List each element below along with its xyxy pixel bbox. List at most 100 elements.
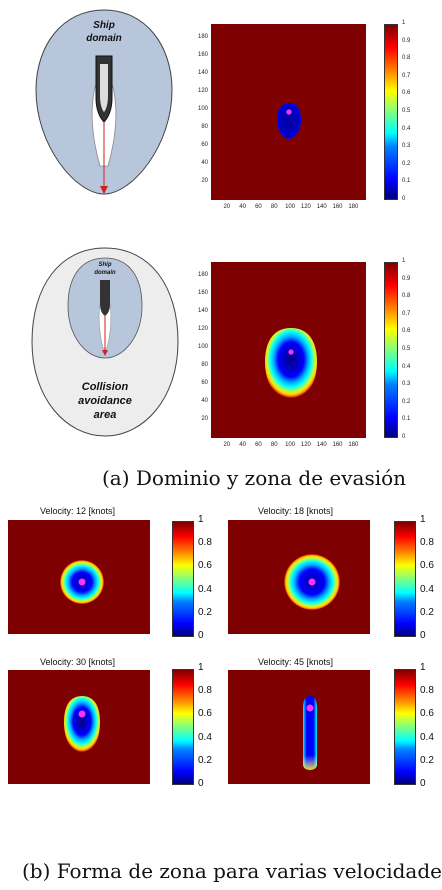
collision-avoidance-diagram: Ship domain Collision avoidance area: [31, 247, 179, 437]
colorbar-tick-label: 0.9: [402, 275, 411, 282]
avoidance-label-1: Collision: [82, 381, 129, 393]
colorbar-a2: [384, 262, 398, 438]
colorbar-tick-label: 1: [402, 258, 406, 264]
velocity-title-30: Velocity: 30 [knots]: [40, 657, 116, 667]
y-tick-label: 60: [201, 142, 208, 149]
caption-a: (a) Dominio y zona de evasión: [102, 466, 407, 490]
heatmap-ship-domain: [211, 24, 366, 200]
heatmap-velocity-18: [228, 520, 370, 634]
y-tick-label: 120: [197, 88, 208, 95]
colorbar-tick-label: 0.4: [402, 125, 411, 132]
ship-domain-label-1: Ship: [93, 20, 115, 31]
colorbar-tick-label: 0.6: [402, 90, 411, 97]
x-tick-label: 40: [239, 204, 246, 210]
x-tick-label: 140: [316, 442, 327, 448]
colorbar-tick-label: 0.4: [420, 583, 434, 595]
colorbar-a1: [384, 24, 398, 200]
y-tick-label: 100: [197, 106, 208, 113]
y-tick-label: 60: [201, 380, 208, 387]
x-tick-label: 100: [285, 204, 296, 210]
velocity-title-18: Velocity: 18 [knots]: [258, 506, 334, 516]
y-tick-label: 160: [197, 52, 208, 59]
colorbar-tick-label: 0.8: [198, 537, 212, 549]
y-tick-label: 80: [201, 362, 208, 369]
colorbar-tick-label: 0.2: [420, 606, 434, 618]
colorbar-tick-label: 0: [420, 778, 426, 789]
y-tick-label: 140: [197, 70, 208, 77]
colorbar-tick-label: 1: [420, 514, 426, 525]
colorbar-tick-label: 0: [402, 196, 406, 202]
colorbar-tick-label: 0.6: [420, 708, 434, 720]
y-tick-label: 20: [201, 416, 208, 423]
colorbar-tick-label: 0.5: [402, 346, 411, 352]
colorbar-tick-label: 0.2: [198, 606, 212, 618]
y-tick-label: 140: [197, 308, 208, 315]
x-tick-label: 120: [300, 442, 311, 448]
colorbar-tick-label: 0.8: [198, 685, 212, 697]
x-tick-label: 160: [332, 204, 343, 210]
colorbar-tick-label: 0.2: [420, 754, 434, 766]
velocity-title-45: Velocity: 45 [knots]: [258, 657, 334, 667]
ship-domain-diagram: Ship domain: [35, 9, 173, 195]
colorbar-tick-label: 0.6: [198, 560, 212, 572]
colorbar-tick-label: 1: [198, 514, 204, 525]
heatmap-velocity-45: [228, 670, 370, 784]
colorbar-tick-label: 0.9: [402, 37, 411, 44]
y-tick-label: 160: [197, 290, 208, 297]
x-tick-label: 20: [223, 204, 231, 210]
caption-b: (b) Forma de zona para varias velocidade…: [22, 859, 442, 883]
colorbar-tick-label: 0.1: [402, 178, 411, 185]
colorbar-velocity-30: [172, 669, 194, 785]
colorbar-tick-label: 0.3: [402, 381, 411, 388]
colorbar-tick-label: 0.2: [402, 160, 411, 167]
x-tick-label: 180: [348, 442, 359, 448]
colorbar-tick-label: 0.6: [420, 560, 434, 572]
y-tick-label: 180: [197, 272, 208, 279]
y-tick-label: 80: [201, 124, 208, 131]
colorbar-velocity-12: [172, 521, 194, 637]
colorbar-tick-label: 0.4: [198, 583, 212, 595]
colorbar-tick-label: 0: [198, 630, 204, 641]
colorbar-tick-label: 0.7: [402, 72, 411, 79]
colorbar-tick-label: 0.8: [402, 55, 411, 62]
heatmap-velocity-30: [8, 670, 150, 784]
colorbar-tick-label: 0.4: [420, 731, 434, 743]
x-tick-label: 140: [316, 204, 327, 210]
x-tick-label: 20: [223, 442, 231, 448]
colorbar-tick-label: 0: [402, 434, 406, 440]
velocity-title-12: Velocity: 12 [knots]: [40, 506, 116, 516]
colorbar-tick-label: 1: [420, 662, 426, 673]
y-tick-label: 20: [201, 178, 208, 185]
colorbar-tick-label: 0.2: [198, 754, 212, 766]
y-tick-label: 100: [197, 344, 208, 351]
x-tick-label: 80: [270, 442, 278, 448]
ship-domain-label-2: domain: [86, 33, 122, 44]
y-tick-label: 180: [197, 34, 208, 41]
colorbar-tick-label: 0.1: [402, 416, 411, 423]
colorbar-tick-label: 0.6: [198, 708, 212, 720]
colorbar-tick-label: 0.2: [402, 398, 411, 405]
colorbar-tick-label: 0.8: [402, 293, 411, 300]
colorbar-tick-label: 1: [402, 20, 406, 26]
x-tick-label: 60: [255, 442, 262, 448]
colorbar-tick-label: 0.5: [402, 108, 411, 114]
heatmap-velocity-12: [8, 520, 150, 634]
colorbar-tick-label: 0.8: [420, 537, 434, 549]
colorbar-tick-label: 0: [420, 630, 426, 641]
colorbar-tick-label: 0: [198, 778, 204, 789]
x-tick-label: 80: [270, 204, 278, 210]
y-tick-label: 40: [201, 160, 208, 167]
colorbar-tick-label: 0.4: [402, 363, 411, 370]
avoidance-label-3: area: [94, 409, 117, 421]
colorbar-tick-label: 0.8: [420, 685, 434, 697]
x-tick-label: 120: [300, 204, 311, 210]
x-tick-label: 160: [332, 442, 343, 448]
colorbar-velocity-18: [394, 521, 416, 637]
inner-domain-label-1: Ship: [99, 262, 112, 268]
y-tick-label: 40: [201, 398, 208, 405]
x-tick-label: 100: [285, 442, 296, 448]
colorbar-tick-label: 0.7: [402, 310, 411, 317]
inner-domain-label-2: domain: [94, 270, 116, 276]
x-tick-label: 60: [255, 204, 262, 210]
x-tick-label: 180: [348, 204, 359, 210]
